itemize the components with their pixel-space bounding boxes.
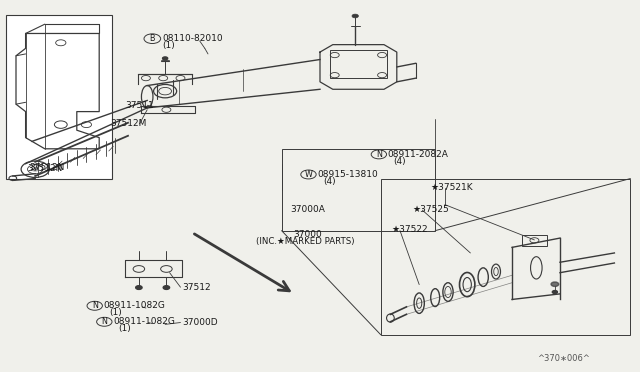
Text: 37512: 37512 xyxy=(182,283,211,292)
Text: 37512N: 37512N xyxy=(29,163,64,172)
Text: B: B xyxy=(150,34,155,43)
Text: (4): (4) xyxy=(323,177,336,186)
Bar xyxy=(282,149,435,231)
Circle shape xyxy=(552,291,557,294)
Text: N: N xyxy=(376,150,382,159)
Text: ★37521K: ★37521K xyxy=(431,183,474,192)
Bar xyxy=(6,15,112,179)
Text: N: N xyxy=(101,317,108,326)
Text: 08915-13810: 08915-13810 xyxy=(317,170,378,179)
Text: 08911-1082G: 08911-1082G xyxy=(113,317,175,326)
Text: 37512M: 37512M xyxy=(110,119,147,128)
Text: N: N xyxy=(92,301,98,310)
Circle shape xyxy=(32,167,38,171)
Circle shape xyxy=(163,286,170,289)
Text: ★37522: ★37522 xyxy=(392,225,428,234)
Bar xyxy=(330,50,387,78)
Text: 08110-82010: 08110-82010 xyxy=(162,34,223,43)
Circle shape xyxy=(163,57,168,60)
Text: W: W xyxy=(305,170,312,179)
Text: (INC.★MARKED PARTS): (INC.★MARKED PARTS) xyxy=(256,237,355,246)
Circle shape xyxy=(136,286,142,289)
Text: (1): (1) xyxy=(118,324,131,333)
Bar xyxy=(522,235,547,246)
Circle shape xyxy=(551,282,559,286)
Text: 37000D: 37000D xyxy=(182,318,218,327)
Text: (1): (1) xyxy=(162,41,175,50)
Text: 37512N: 37512N xyxy=(27,164,62,173)
Text: 37511: 37511 xyxy=(125,101,154,110)
Circle shape xyxy=(352,14,358,18)
Text: ^370∗006^: ^370∗006^ xyxy=(538,355,591,363)
Text: 37000: 37000 xyxy=(293,230,322,239)
Text: 08911-2082A: 08911-2082A xyxy=(388,150,449,159)
Text: (1): (1) xyxy=(109,308,122,317)
Text: 37000A: 37000A xyxy=(290,205,324,214)
Bar xyxy=(381,179,630,335)
Text: ★37525: ★37525 xyxy=(412,205,449,214)
Text: 08911-1082G: 08911-1082G xyxy=(104,301,166,310)
Text: (4): (4) xyxy=(394,157,406,166)
